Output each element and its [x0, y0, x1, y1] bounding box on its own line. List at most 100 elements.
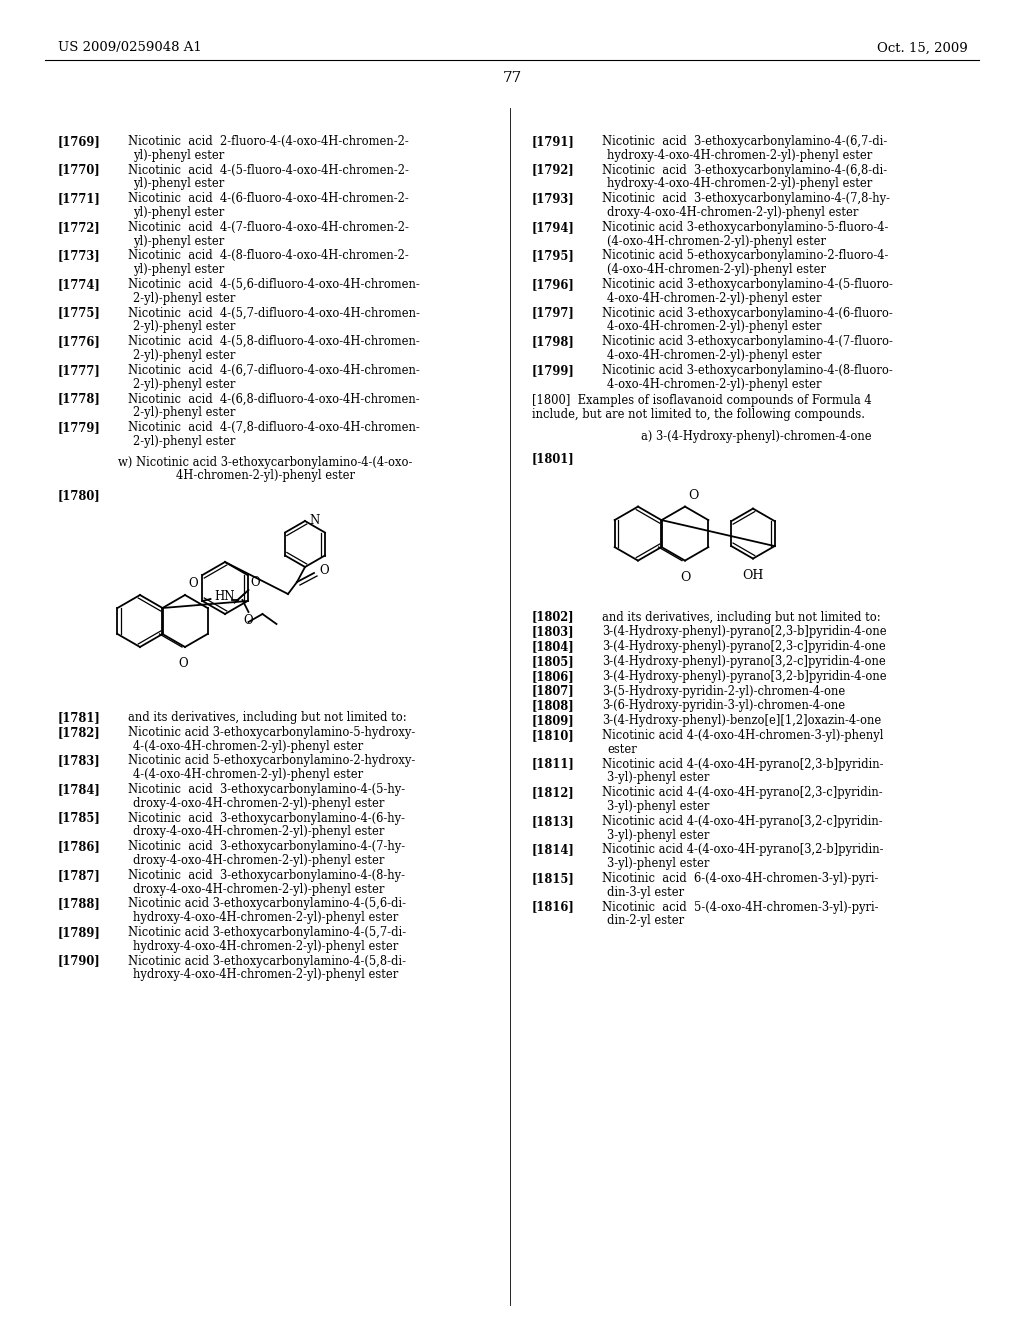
Text: 4-(4-oxo-4H-chromen-2-yl)-phenyl ester: 4-(4-oxo-4H-chromen-2-yl)-phenyl ester	[133, 739, 364, 752]
Text: [1813]: [1813]	[532, 814, 574, 828]
Text: Nicotinic  acid  5-(4-oxo-4H-chromen-3-yl)-pyri-: Nicotinic acid 5-(4-oxo-4H-chromen-3-yl)…	[602, 900, 879, 913]
Text: 2-yl)-phenyl ester: 2-yl)-phenyl ester	[133, 321, 236, 334]
Text: [1804]: [1804]	[532, 640, 574, 653]
Text: N: N	[309, 513, 319, 527]
Text: [1790]: [1790]	[58, 954, 100, 968]
Text: [1800]  Examples of isoflavanoid compounds of Formula 4: [1800] Examples of isoflavanoid compound…	[532, 395, 871, 408]
Text: O: O	[680, 570, 690, 583]
Text: O: O	[688, 488, 698, 502]
Text: Nicotinic  acid  4-(6,8-difluoro-4-oxo-4H-chromen-: Nicotinic acid 4-(6,8-difluoro-4-oxo-4H-…	[128, 392, 420, 405]
Text: yl)-phenyl ester: yl)-phenyl ester	[133, 206, 224, 219]
Text: Nicotinic  acid  4-(7,8-difluoro-4-oxo-4H-chromen-: Nicotinic acid 4-(7,8-difluoro-4-oxo-4H-…	[128, 421, 420, 434]
Text: droxy-4-oxo-4H-chromen-2-yl)-phenyl ester: droxy-4-oxo-4H-chromen-2-yl)-phenyl este…	[133, 854, 384, 867]
Text: hydroxy-4-oxo-4H-chromen-2-yl)-phenyl ester: hydroxy-4-oxo-4H-chromen-2-yl)-phenyl es…	[133, 940, 398, 953]
Text: [1774]: [1774]	[58, 279, 101, 290]
Text: Nicotinic  acid  3-ethoxycarbonylamino-4-(8-hy-: Nicotinic acid 3-ethoxycarbonylamino-4-(…	[128, 869, 406, 882]
Text: din-3-yl ester: din-3-yl ester	[607, 886, 684, 899]
Text: Nicotinic acid 4-(4-oxo-4H-pyrano[2,3-c]pyridin-: Nicotinic acid 4-(4-oxo-4H-pyrano[2,3-c]…	[602, 787, 883, 799]
Text: Nicotinic acid 5-ethoxycarbonylamino-2-hydroxy-: Nicotinic acid 5-ethoxycarbonylamino-2-h…	[128, 755, 416, 767]
Text: ester: ester	[607, 743, 637, 756]
Text: Nicotinic acid 4-(4-oxo-4H-pyrano[3,2-b]pyridin-: Nicotinic acid 4-(4-oxo-4H-pyrano[3,2-b]…	[602, 843, 884, 857]
Text: [1782]: [1782]	[58, 726, 100, 739]
Text: 2-yl)-phenyl ester: 2-yl)-phenyl ester	[133, 434, 236, 447]
Text: [1814]: [1814]	[532, 843, 574, 857]
Text: 77: 77	[503, 71, 521, 84]
Text: hydroxy-4-oxo-4H-chromen-2-yl)-phenyl ester: hydroxy-4-oxo-4H-chromen-2-yl)-phenyl es…	[607, 177, 872, 190]
Text: [1783]: [1783]	[58, 755, 100, 767]
Text: yl)-phenyl ester: yl)-phenyl ester	[133, 177, 224, 190]
Text: Nicotinic acid 3-ethoxycarbonylamino-4-(6-fluoro-: Nicotinic acid 3-ethoxycarbonylamino-4-(…	[602, 306, 893, 319]
Text: yl)-phenyl ester: yl)-phenyl ester	[133, 263, 224, 276]
Text: a) 3-(4-Hydroxy-phenyl)-chromen-4-one: a) 3-(4-Hydroxy-phenyl)-chromen-4-one	[641, 430, 871, 444]
Text: [1772]: [1772]	[58, 220, 100, 234]
Text: Nicotinic  acid  3-ethoxycarbonylamino-4-(5-hy-: Nicotinic acid 3-ethoxycarbonylamino-4-(…	[128, 783, 406, 796]
Text: [1776]: [1776]	[58, 335, 101, 348]
Text: w) Nicotinic acid 3-ethoxycarbonylamino-4-(4-oxo-: w) Nicotinic acid 3-ethoxycarbonylamino-…	[118, 455, 413, 469]
Text: [1802]: [1802]	[532, 611, 574, 623]
Text: Oct. 15, 2009: Oct. 15, 2009	[878, 41, 968, 54]
Text: [1793]: [1793]	[532, 193, 574, 205]
Text: [1809]: [1809]	[532, 714, 574, 727]
Text: Nicotinic  acid  4-(5-fluoro-4-oxo-4H-chromen-2-: Nicotinic acid 4-(5-fluoro-4-oxo-4H-chro…	[128, 164, 409, 177]
Text: [1786]: [1786]	[58, 841, 101, 853]
Text: 2-yl)-phenyl ester: 2-yl)-phenyl ester	[133, 348, 236, 362]
Text: Nicotinic  acid  4-(7-fluoro-4-oxo-4H-chromen-2-: Nicotinic acid 4-(7-fluoro-4-oxo-4H-chro…	[128, 220, 409, 234]
Text: 3-(6-Hydroxy-pyridin-3-yl)-chromen-4-one: 3-(6-Hydroxy-pyridin-3-yl)-chromen-4-one	[602, 700, 845, 713]
Text: and its derivatives, including but not limited to:: and its derivatives, including but not l…	[602, 611, 881, 623]
Text: Nicotinic acid 3-ethoxycarbonylamino-5-hydroxy-: Nicotinic acid 3-ethoxycarbonylamino-5-h…	[128, 726, 416, 739]
Text: Nicotinic acid 4-(4-oxo-4H-pyrano[2,3-b]pyridin-: Nicotinic acid 4-(4-oxo-4H-pyrano[2,3-b]…	[602, 758, 884, 771]
Text: droxy-4-oxo-4H-chromen-2-yl)-phenyl ester: droxy-4-oxo-4H-chromen-2-yl)-phenyl este…	[133, 883, 384, 895]
Text: and its derivatives, including but not limited to:: and its derivatives, including but not l…	[128, 711, 407, 723]
Text: Nicotinic  acid  4-(8-fluoro-4-oxo-4H-chromen-2-: Nicotinic acid 4-(8-fluoro-4-oxo-4H-chro…	[128, 249, 409, 263]
Text: [1773]: [1773]	[58, 249, 100, 263]
Text: [1796]: [1796]	[532, 279, 574, 290]
Text: include, but are not limited to, the following compounds.: include, but are not limited to, the fol…	[532, 408, 865, 421]
Text: [1770]: [1770]	[58, 164, 100, 177]
Text: Nicotinic acid 3-ethoxycarbonylamino-4-(7-fluoro-: Nicotinic acid 3-ethoxycarbonylamino-4-(…	[602, 335, 893, 348]
Text: [1801]: [1801]	[532, 451, 574, 465]
Text: droxy-4-oxo-4H-chromen-2-yl)-phenyl ester: droxy-4-oxo-4H-chromen-2-yl)-phenyl este…	[133, 797, 384, 809]
Text: Nicotinic acid 3-ethoxycarbonylamino-4-(5,8-di-: Nicotinic acid 3-ethoxycarbonylamino-4-(…	[128, 954, 406, 968]
Text: [1788]: [1788]	[58, 898, 101, 911]
Text: droxy-4-oxo-4H-chromen-2-yl)-phenyl ester: droxy-4-oxo-4H-chromen-2-yl)-phenyl este…	[133, 825, 384, 838]
Text: Nicotinic  acid  4-(5,7-difluoro-4-oxo-4H-chromen-: Nicotinic acid 4-(5,7-difluoro-4-oxo-4H-…	[128, 306, 420, 319]
Text: [1808]: [1808]	[532, 700, 574, 713]
Text: [1779]: [1779]	[58, 421, 101, 434]
Text: [1806]: [1806]	[532, 669, 574, 682]
Text: [1815]: [1815]	[532, 873, 574, 884]
Text: [1812]: [1812]	[532, 787, 574, 799]
Text: Nicotinic acid 3-ethoxycarbonylamino-4-(8-fluoro-: Nicotinic acid 3-ethoxycarbonylamino-4-(…	[602, 364, 893, 376]
Text: Nicotinic  acid  4-(6,7-difluoro-4-oxo-4H-chromen-: Nicotinic acid 4-(6,7-difluoro-4-oxo-4H-…	[128, 364, 420, 376]
Text: Nicotinic  acid  3-ethoxycarbonylamino-4-(7-hy-: Nicotinic acid 3-ethoxycarbonylamino-4-(…	[128, 841, 406, 853]
Text: (4-oxo-4H-chromen-2-yl)-phenyl ester: (4-oxo-4H-chromen-2-yl)-phenyl ester	[607, 235, 826, 248]
Text: [1789]: [1789]	[58, 927, 101, 939]
Text: hydroxy-4-oxo-4H-chromen-2-yl)-phenyl ester: hydroxy-4-oxo-4H-chromen-2-yl)-phenyl es…	[133, 969, 398, 981]
Text: 3-(4-Hydroxy-phenyl)-pyrano[3,2-c]pyridin-4-one: 3-(4-Hydroxy-phenyl)-pyrano[3,2-c]pyridi…	[602, 655, 886, 668]
Text: Nicotinic acid 4-(4-oxo-4H-chromen-3-yl)-phenyl: Nicotinic acid 4-(4-oxo-4H-chromen-3-yl)…	[602, 729, 884, 742]
Text: [1785]: [1785]	[58, 812, 101, 825]
Text: 3-yl)-phenyl ester: 3-yl)-phenyl ester	[607, 771, 710, 784]
Text: Nicotinic  acid  4-(5,8-difluoro-4-oxo-4H-chromen-: Nicotinic acid 4-(5,8-difluoro-4-oxo-4H-…	[128, 335, 420, 348]
Text: [1777]: [1777]	[58, 364, 101, 376]
Text: 4-oxo-4H-chromen-2-yl)-phenyl ester: 4-oxo-4H-chromen-2-yl)-phenyl ester	[607, 292, 821, 305]
Text: Nicotinic  acid  3-ethoxycarbonylamino-4-(6,7-di-: Nicotinic acid 3-ethoxycarbonylamino-4-(…	[602, 135, 887, 148]
Text: 3-(4-Hydroxy-phenyl)-pyrano[2,3-c]pyridin-4-one: 3-(4-Hydroxy-phenyl)-pyrano[2,3-c]pyridi…	[602, 640, 886, 653]
Text: Nicotinic  acid  2-fluoro-4-(4-oxo-4H-chromen-2-: Nicotinic acid 2-fluoro-4-(4-oxo-4H-chro…	[128, 135, 409, 148]
Text: 3-(4-Hydroxy-phenyl)-pyrano[2,3-b]pyridin-4-one: 3-(4-Hydroxy-phenyl)-pyrano[2,3-b]pyridi…	[602, 626, 887, 639]
Text: 4-oxo-4H-chromen-2-yl)-phenyl ester: 4-oxo-4H-chromen-2-yl)-phenyl ester	[607, 378, 821, 391]
Text: O: O	[251, 576, 260, 589]
Text: Nicotinic acid 3-ethoxycarbonylamino-4-(5-fluoro-: Nicotinic acid 3-ethoxycarbonylamino-4-(…	[602, 279, 893, 290]
Text: US 2009/0259048 A1: US 2009/0259048 A1	[58, 41, 202, 54]
Text: [1795]: [1795]	[532, 249, 574, 263]
Text: Nicotinic  acid  4-(6-fluoro-4-oxo-4H-chromen-2-: Nicotinic acid 4-(6-fluoro-4-oxo-4H-chro…	[128, 193, 409, 205]
Text: 3-(5-Hydroxy-pyridin-2-yl)-chromen-4-one: 3-(5-Hydroxy-pyridin-2-yl)-chromen-4-one	[602, 685, 845, 697]
Text: O: O	[244, 614, 253, 627]
Text: 2-yl)-phenyl ester: 2-yl)-phenyl ester	[133, 407, 236, 420]
Text: 2-yl)-phenyl ester: 2-yl)-phenyl ester	[133, 378, 236, 391]
Text: O: O	[178, 657, 187, 671]
Text: 3-yl)-phenyl ester: 3-yl)-phenyl ester	[607, 857, 710, 870]
Text: [1811]: [1811]	[532, 758, 574, 771]
Text: [1771]: [1771]	[58, 193, 101, 205]
Text: [1778]: [1778]	[58, 392, 101, 405]
Text: [1791]: [1791]	[532, 135, 574, 148]
